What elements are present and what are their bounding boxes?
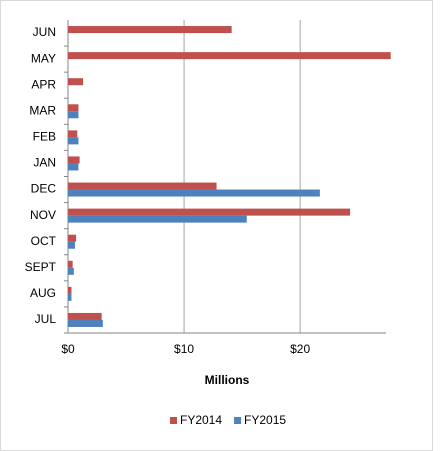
bar [68, 156, 80, 164]
x-tick-label: $20 [290, 342, 310, 356]
legend-label: FY2015 [244, 413, 286, 427]
bar [68, 104, 79, 112]
x-axis-label: Millions [205, 373, 250, 387]
chart-frame [0, 0, 433, 451]
y-tick-label: DEC [31, 182, 57, 196]
x-tick-label: $0 [61, 342, 75, 356]
bar [68, 111, 79, 119]
bar [68, 52, 391, 60]
y-tick-label: MAY [31, 51, 56, 65]
y-tick-label: AUG [30, 286, 56, 300]
bar [68, 260, 73, 268]
bar [68, 78, 84, 86]
y-tick-label: MAR [29, 103, 56, 117]
legend-label: FY2014 [180, 413, 222, 427]
legend-swatch [234, 417, 242, 424]
y-tick-label: JUL [35, 312, 57, 326]
bar [68, 319, 103, 327]
bar [68, 286, 72, 294]
y-tick-label: OCT [31, 234, 57, 248]
bar [68, 312, 102, 320]
bar [68, 130, 78, 138]
bar [68, 182, 217, 190]
bar [68, 267, 74, 275]
legend-swatch [170, 417, 177, 424]
y-tick-label: APR [31, 77, 56, 91]
x-tick-label: $10 [174, 342, 194, 356]
y-tick-label: NOV [30, 208, 56, 222]
bar [68, 163, 79, 171]
bar [68, 234, 77, 242]
bar [68, 215, 247, 223]
y-tick-label: FEB [33, 130, 56, 144]
y-tick-label: JAN [33, 156, 56, 170]
bar [68, 189, 320, 197]
bar [68, 26, 232, 34]
bar [68, 241, 75, 249]
y-tick-label: JUN [33, 25, 56, 39]
bar [68, 293, 72, 301]
y-tick-label: SEPT [25, 260, 57, 274]
bar [68, 137, 79, 145]
bar [68, 208, 351, 216]
